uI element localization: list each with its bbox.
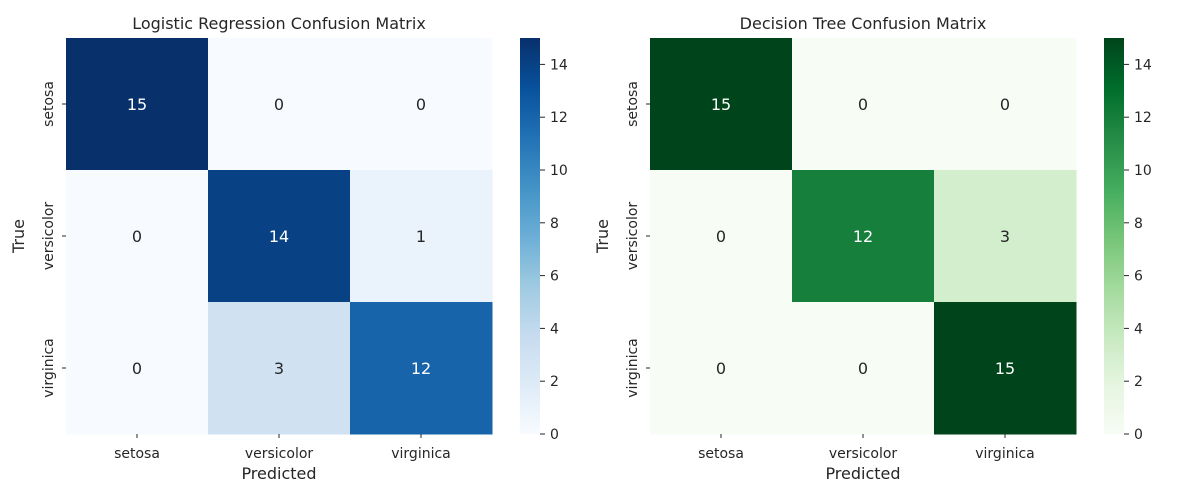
cell-value-label: 15 bbox=[127, 95, 147, 114]
chart-title: Decision Tree Confusion Matrix bbox=[740, 14, 987, 33]
y-axis-label: True bbox=[593, 219, 612, 254]
colorbar bbox=[1104, 38, 1124, 434]
heatmap-cell bbox=[934, 38, 1077, 171]
x-tick-label: virginica bbox=[975, 446, 1035, 462]
cell-value-label: 0 bbox=[716, 227, 726, 246]
x-tick-label: setosa bbox=[114, 446, 160, 462]
heatmap-cell bbox=[66, 302, 209, 435]
colorbar-tick-label: 8 bbox=[1134, 216, 1143, 232]
cell-value-label: 0 bbox=[132, 227, 142, 246]
cell-value-label: 15 bbox=[995, 359, 1015, 378]
heatmap-cell bbox=[792, 38, 935, 171]
cell-value-label: 3 bbox=[274, 359, 284, 378]
cell-value-label: 0 bbox=[716, 359, 726, 378]
heatmap-cell bbox=[350, 302, 493, 435]
heatmap-cell bbox=[350, 170, 493, 303]
chart-title: Logistic Regression Confusion Matrix bbox=[132, 14, 426, 33]
colorbar-tick-label: 0 bbox=[1134, 427, 1143, 443]
y-tick-label: setosa bbox=[625, 81, 641, 127]
colorbar-tick-label: 14 bbox=[1134, 57, 1152, 73]
heatmap-panel-1: Decision Tree Confusion Matrix 15 0 0 0 12 3 0 0… bbox=[593, 14, 1152, 483]
heatmap-cell bbox=[208, 38, 351, 171]
heatmap-cell bbox=[650, 170, 793, 303]
y-tick-label: virginica bbox=[41, 338, 57, 398]
heatmap-cell bbox=[792, 170, 935, 303]
cell-value-label: 0 bbox=[858, 95, 868, 114]
colorbar-tick-label: 4 bbox=[550, 321, 559, 337]
colorbar-tick-label: 6 bbox=[1134, 269, 1143, 285]
colorbar-tick-label: 0 bbox=[550, 427, 559, 443]
x-tick-label: versicolor bbox=[245, 446, 314, 462]
y-tick-label: virginica bbox=[625, 338, 641, 398]
heatmap-cell bbox=[66, 170, 209, 303]
colorbar-tick-label: 8 bbox=[550, 216, 559, 232]
cell-value-label: 0 bbox=[1000, 95, 1010, 114]
y-axis-label: True bbox=[9, 219, 28, 254]
cell-value-label: 0 bbox=[274, 95, 284, 114]
y-tick-label: setosa bbox=[41, 81, 57, 127]
cell-value-label: 14 bbox=[269, 227, 289, 246]
colorbar bbox=[520, 38, 540, 434]
heatmap-cell bbox=[792, 302, 935, 435]
y-tick-label: versicolor bbox=[625, 202, 641, 271]
heatmap-cell bbox=[208, 170, 351, 303]
heatmap-cell bbox=[66, 38, 209, 171]
colorbar-tick-label: 12 bbox=[550, 110, 568, 126]
heatmap-cell bbox=[934, 302, 1077, 435]
cell-value-label: 12 bbox=[853, 227, 873, 246]
heatmap-panel-0: Logistic Regression Confusion Matrix 15 0 0… bbox=[9, 14, 568, 483]
colorbar-tick-label: 4 bbox=[1134, 321, 1143, 337]
x-tick-label: versicolor bbox=[829, 446, 898, 462]
cell-value-label: 0 bbox=[858, 359, 868, 378]
x-axis-label: Predicted bbox=[241, 464, 316, 483]
cell-value-label: 0 bbox=[132, 359, 142, 378]
colorbar-tick-label: 10 bbox=[550, 163, 568, 179]
x-tick-label: virginica bbox=[391, 446, 451, 462]
x-tick-label: setosa bbox=[698, 446, 744, 462]
cell-value-label: 12 bbox=[411, 359, 431, 378]
cell-value-label: 1 bbox=[416, 227, 426, 246]
y-tick-label: versicolor bbox=[41, 202, 57, 271]
heatmap-cell bbox=[650, 38, 793, 171]
colorbar-tick-label: 2 bbox=[1134, 374, 1143, 390]
heatmap-cell bbox=[650, 302, 793, 435]
cell-value-label: 0 bbox=[416, 95, 426, 114]
colorbar-tick-label: 14 bbox=[550, 57, 568, 73]
colorbar-tick-label: 2 bbox=[550, 374, 559, 390]
colorbar-tick-label: 6 bbox=[550, 269, 559, 285]
colorbar-tick-label: 10 bbox=[1134, 163, 1152, 179]
x-axis-label: Predicted bbox=[825, 464, 900, 483]
cell-value-label: 15 bbox=[711, 95, 731, 114]
heatmap-cell bbox=[934, 170, 1077, 303]
cell-value-label: 3 bbox=[1000, 227, 1010, 246]
heatmap-cell bbox=[208, 302, 351, 435]
colorbar-tick-label: 12 bbox=[1134, 110, 1152, 126]
heatmap-cell bbox=[350, 38, 493, 171]
